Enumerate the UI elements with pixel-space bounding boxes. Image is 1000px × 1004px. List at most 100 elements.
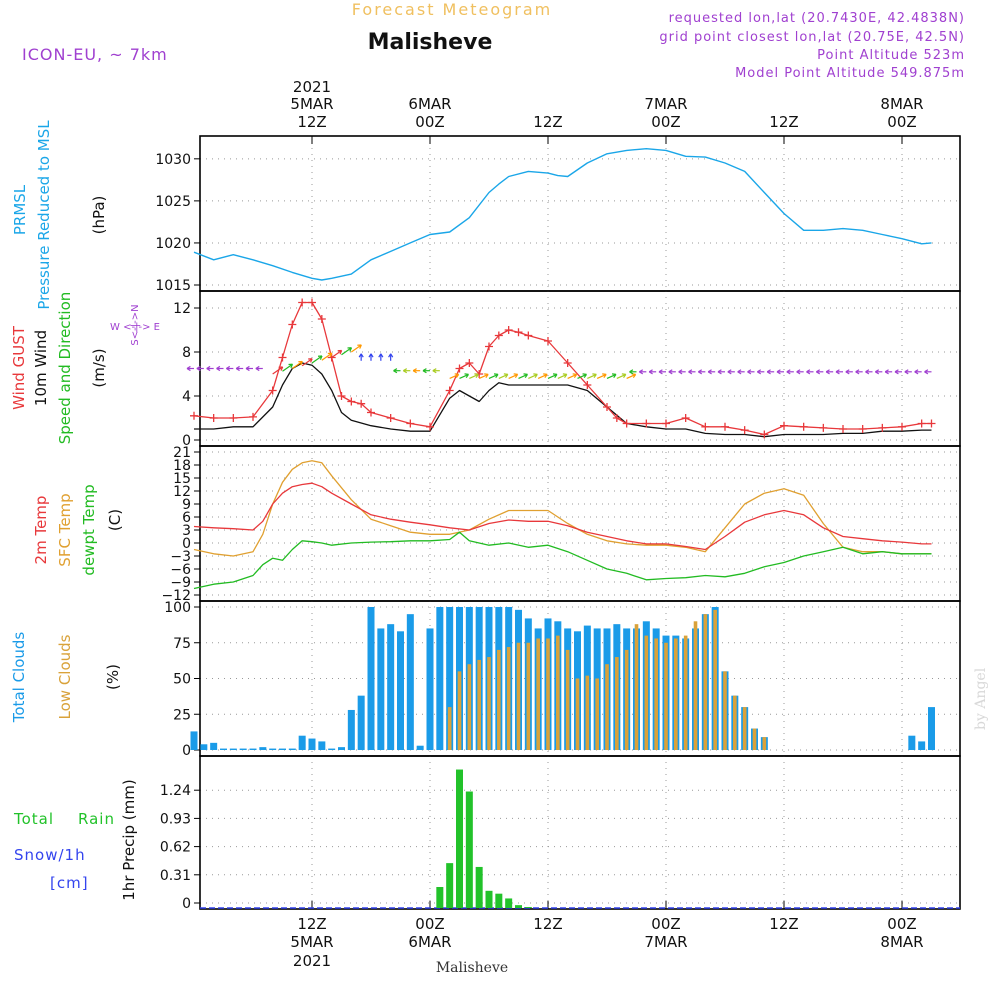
wind-arrow-head: [513, 373, 519, 379]
gust-marker: [367, 408, 375, 417]
panel-clouds: 0 25 50 75 100: [164, 600, 961, 759]
wind-arrow-head: [357, 344, 362, 349]
wind-speed-line: [194, 362, 932, 438]
low-cloud-bar: [467, 664, 472, 750]
low-cloud-bar: [487, 657, 491, 750]
wind-arrow: [331, 350, 343, 358]
wind-arrow-head: [825, 369, 830, 375]
total-cloud-bar: [269, 748, 277, 750]
wind-arrow-head: [796, 369, 801, 375]
point-altitude: Point Altitude 523m: [817, 48, 965, 63]
hour-label-top: 00Z: [887, 113, 916, 131]
panel-frame: [199, 290, 961, 447]
wind-arrow: [341, 347, 352, 356]
temperature-series: [193, 460, 932, 590]
t2m-label: 2m Temp: [32, 496, 50, 565]
gust-marker: [681, 414, 690, 422]
wind-arrow: [626, 373, 636, 379]
y-tick-label: 1030: [155, 152, 191, 168]
y-tick-label: 1025: [155, 194, 191, 210]
gust-marker: [612, 414, 621, 422]
y-tick-label: −3: [170, 549, 191, 565]
y-tick-label: −9: [170, 575, 191, 591]
wind-arrow-head: [776, 369, 781, 375]
gust-marker: [563, 359, 572, 367]
cloud-labels: Total Clouds Low Clouds (%): [10, 632, 122, 724]
wind-arrow: [350, 344, 362, 353]
y-tick-label: 4: [182, 389, 191, 405]
total-cloud-bar: [308, 738, 316, 750]
wind-arrow-head: [875, 369, 880, 375]
gust-marker: [701, 422, 710, 431]
low-cloud-bar: [752, 728, 757, 750]
wind-direction-arrows: [186, 344, 932, 379]
wind-arrow-head: [582, 373, 587, 379]
wind-arrow-head: [678, 369, 683, 375]
wind-arrow: [557, 373, 568, 379]
wind-arrow: [459, 373, 469, 379]
wind-arrow-head: [668, 369, 673, 375]
wind-arrow-head: [639, 369, 644, 375]
gust-marker: [278, 353, 287, 362]
temp-unit: (C): [106, 509, 124, 531]
wind-arrow: [547, 373, 558, 379]
wind-arrow: [577, 373, 587, 379]
rain-bar: [455, 769, 463, 908]
t2m-line: [193, 482, 932, 551]
wind-arrow-head: [337, 349, 343, 355]
gust-marker: [642, 419, 651, 428]
wind-arrow-head: [865, 369, 870, 375]
low-cloud-bar: [713, 609, 717, 750]
total-cloud-bar: [337, 747, 345, 750]
hour-label-bottom: 00Z: [651, 915, 680, 933]
wind-arrow-head: [611, 373, 617, 379]
low-cloud-bar: [693, 621, 698, 750]
wind-arrow: [449, 373, 459, 379]
rain-bar: [436, 886, 444, 908]
low-cloud-bar: [536, 638, 540, 750]
wind-arrow: [518, 373, 528, 379]
total-cloud-bar: [396, 631, 404, 750]
wind-arrow-head: [412, 368, 417, 374]
gust-marker: [799, 422, 808, 431]
total-label: Total: [13, 810, 54, 828]
hour-label-top: 00Z: [415, 113, 444, 131]
y-tick-label: 25: [173, 707, 191, 723]
wind-arrow-head: [717, 369, 722, 375]
y-tick-label: 1.24: [160, 783, 191, 799]
low-cloud-bar: [575, 678, 580, 750]
total-cloud-bar: [229, 748, 237, 750]
clouds-unit: (%): [104, 664, 122, 690]
gust-marker: [209, 414, 218, 422]
total-cloud-bar: [298, 735, 306, 750]
wind-arrow: [272, 366, 284, 375]
total-clouds-label: Total Clouds: [10, 632, 28, 724]
gust-marker: [317, 315, 326, 323]
hour-label-bottom: 12Z: [769, 915, 798, 933]
total-cloud-bar: [190, 731, 198, 750]
total-cloud-bar: [436, 607, 444, 750]
gust-marker: [504, 326, 513, 334]
total-cloud-bar: [200, 744, 208, 750]
wind-arrow: [291, 361, 303, 369]
pressure-msl-label: Pressure Reduced to MSL: [35, 120, 53, 310]
total-cloud-bar: [357, 695, 365, 750]
gust-marker: [583, 381, 592, 389]
total-cloud-bar: [210, 742, 218, 750]
y-tick-label: 0: [182, 536, 191, 552]
gust-marker: [357, 399, 366, 408]
wind-arrow-head: [707, 369, 712, 375]
date-label-top: 5MAR: [290, 95, 333, 113]
wind-arrow-head: [786, 369, 791, 375]
total-cloud-bar: [446, 607, 454, 750]
wind-arrow: [488, 373, 499, 379]
wind-series: [186, 298, 936, 439]
rain-bar: [485, 890, 493, 908]
y-tick-label: 0: [182, 896, 191, 912]
total-cloud-bar: [220, 748, 228, 750]
wind-arrow-head: [393, 368, 398, 374]
gust-marker: [347, 397, 356, 406]
total-cloud-bar: [377, 628, 385, 750]
hour-label-top: 12Z: [769, 113, 798, 131]
wind-arrow-head: [727, 369, 732, 375]
